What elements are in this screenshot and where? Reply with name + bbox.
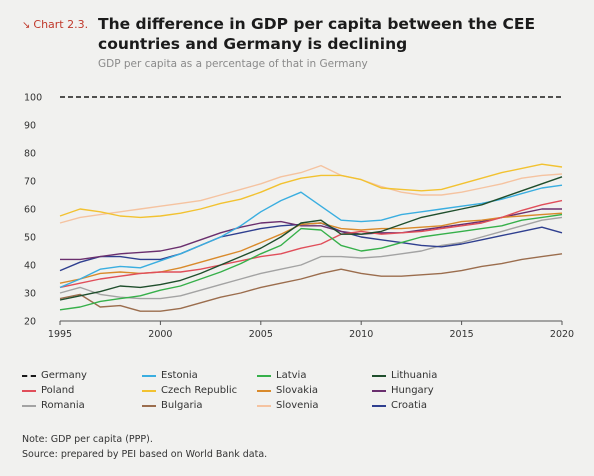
legend-swatch [142, 404, 156, 407]
chart-notes: Note: GDP per capita (PPP). Source: prep… [22, 432, 267, 462]
chart-subtitle: GDP per capita as a percentage of that i… [98, 58, 368, 70]
legend-item: Estonia [142, 370, 198, 381]
y-tick-label: 60 [24, 205, 36, 216]
legend-swatch [22, 374, 36, 377]
legend-item: Slovenia [257, 400, 319, 411]
legend-label: Slovenia [276, 400, 319, 411]
legend-swatch [372, 389, 386, 392]
legend-item: Poland [22, 385, 74, 396]
legend-item: Croatia [372, 400, 427, 411]
legend-item: Slovakia [257, 385, 318, 396]
series-line-czech-republic [59, 163, 563, 219]
y-tick-label: 80 [24, 149, 36, 160]
series-line-latvia [59, 213, 563, 311]
legend-item: Lithuania [372, 370, 437, 381]
legend-item: Czech Republic [142, 385, 237, 396]
arrow-icon: ↘ [22, 20, 31, 31]
legend-item: Hungary [372, 385, 434, 396]
note-text: Note: GDP per capita (PPP). [22, 434, 153, 445]
chart-tag-label: Chart 2.3. [33, 18, 89, 31]
legend-item: Romania [22, 400, 85, 411]
legend-label: Slovakia [276, 385, 318, 396]
legend-swatch [22, 404, 36, 407]
legend-item: Bulgaria [142, 400, 202, 411]
series-line-slovenia [59, 164, 563, 224]
line-chart: 20 30 40 50 60 70 80 90 100 1995 2000 2005 2010 2015 2… [24, 93, 574, 341]
legend-swatch [142, 389, 156, 392]
series-line-estonia [59, 184, 563, 289]
y-tick-label: 70 [24, 177, 36, 188]
legend-item: Latvia [257, 370, 306, 381]
series-line-romania [59, 216, 563, 300]
legend-label: Romania [41, 400, 85, 411]
x-tick-label: 2015 [450, 329, 474, 340]
y-tick-label: 50 [24, 233, 36, 244]
series-line-bulgaria [59, 253, 563, 312]
legend-label: Poland [41, 385, 75, 396]
x-tick-label: 2000 [148, 329, 172, 340]
legend-label: Czech Republic [161, 385, 238, 396]
legend-swatch [257, 374, 271, 377]
y-tick-label: 40 [24, 261, 36, 272]
chart-tag: ↘ Chart 2.3. [22, 18, 88, 31]
x-tick-label: 1995 [48, 329, 72, 340]
legend-label: Bulgaria [161, 400, 203, 411]
legend-swatch [372, 404, 386, 407]
series-line-poland [59, 199, 563, 289]
legend-label: Hungary [391, 385, 434, 396]
y-tick-label: 30 [24, 289, 36, 300]
legend-label: Latvia [276, 370, 307, 381]
x-tick-label: 2020 [550, 329, 574, 340]
source-text: Source: prepared by PEI based on World B… [22, 449, 268, 460]
legend-swatch [142, 374, 156, 377]
series-line-slovakia [59, 212, 563, 284]
legend-swatch [257, 404, 271, 407]
y-tick-label: 90 [24, 121, 36, 132]
x-tick-label: 2005 [249, 329, 273, 340]
legend-label: Germany [41, 370, 87, 381]
y-tick-label: 20 [24, 317, 36, 328]
legend-label: Croatia [391, 400, 427, 411]
legend-label: Lithuania [391, 370, 438, 381]
legend-swatch [372, 374, 386, 377]
chart-title: The difference in GDP per capita between… [98, 15, 536, 53]
legend-swatch [257, 389, 271, 392]
legend-label: Estonia [161, 370, 198, 381]
series-line-lithuania [59, 176, 563, 301]
series-line-hungary [60, 208, 562, 261]
legend-swatch [22, 389, 36, 392]
legend-item: Germany [22, 370, 87, 381]
x-tick-label: 2010 [349, 329, 373, 340]
y-tick-label: 100 [24, 93, 42, 104]
